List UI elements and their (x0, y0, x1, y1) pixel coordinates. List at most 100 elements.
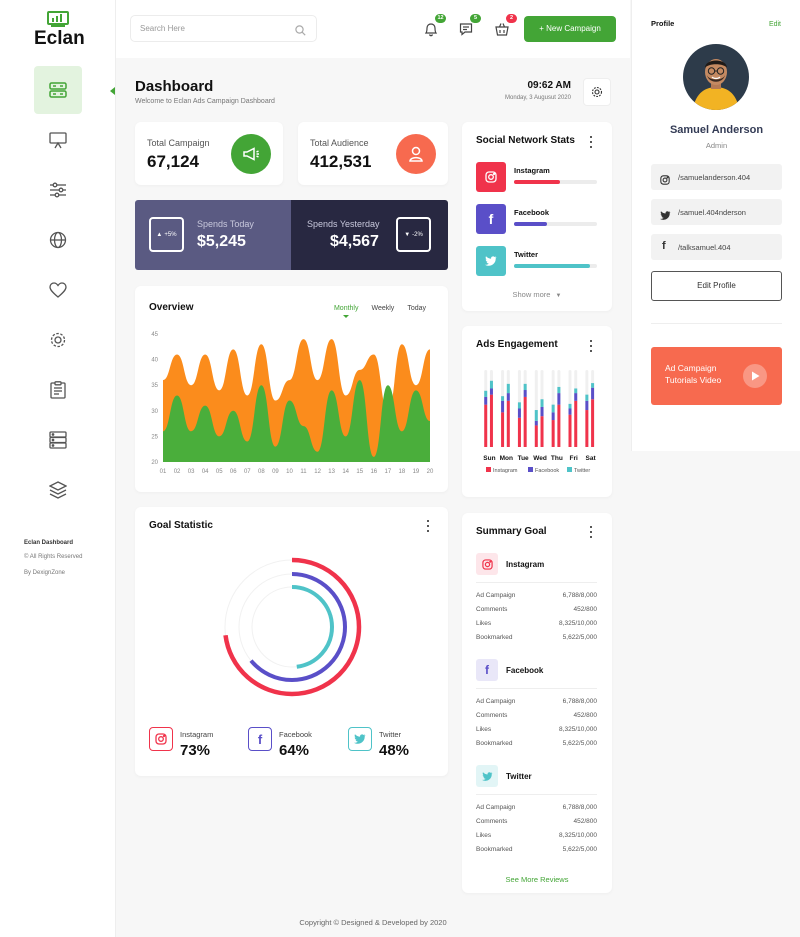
sidebar-item-layers[interactable] (34, 466, 82, 514)
bar-segment-instagram (551, 420, 555, 447)
stat-value: 67,124 (147, 152, 199, 171)
x-tick-label: 15 (356, 469, 363, 475)
facebook-icon: f (476, 204, 506, 234)
bar-segment-twitter (568, 403, 572, 409)
profile-heading: Profile (651, 19, 675, 28)
sidebar-item-database[interactable] (34, 416, 82, 464)
globe-icon (49, 231, 67, 249)
x-tick-label: 10 (286, 469, 293, 475)
legend-label: Facebook (535, 468, 559, 474)
more-options-icon[interactable] (588, 340, 594, 352)
instagram-link[interactable]: /samuelanderson.404 (651, 164, 782, 190)
x-tick-label: 20 (427, 469, 434, 475)
total-audience-card: Total Audience 412,531 (298, 122, 448, 185)
summary-value: 5,622/5,000 (562, 634, 597, 641)
sidebar-item-presentation[interactable] (34, 116, 82, 164)
sidebar-item-heart[interactable] (34, 266, 82, 314)
tab-monthly[interactable]: Monthly (333, 305, 359, 318)
edit-link[interactable]: Edit (768, 21, 781, 28)
x-tick-label: 06 (230, 469, 237, 475)
stat-value: 412,531 (310, 152, 372, 171)
legend-swatch (528, 467, 533, 472)
more-options-icon[interactable] (588, 526, 594, 538)
bar-segment-facebook (489, 388, 493, 395)
x-tick-label: 07 (244, 469, 251, 475)
summary-row: Comments 452/800 (476, 818, 597, 828)
progress-fill (514, 222, 548, 226)
twitter-icon (476, 765, 498, 787)
sidebar-item-clipboard[interactable] (34, 366, 82, 414)
facebook-link[interactable]: f /talksamuel.404 (651, 234, 782, 260)
bar-segment-facebook (557, 393, 561, 405)
messages-badge: 5 (470, 14, 481, 23)
summary-value: 6,788/8,000 (562, 804, 597, 811)
ads-engagement-chart: Sun Mon Tue Wed Thu Fri Sat Instagram Facebook Tw… (483, 370, 596, 474)
bar-segment-twitter (484, 390, 488, 397)
summary-value: 452/800 (573, 818, 598, 825)
bar-segment-instagram (517, 417, 521, 447)
settings-button[interactable] (583, 78, 611, 106)
current-time: 09:62 AM (527, 80, 571, 91)
goal-title: Goal Statistic (149, 520, 213, 531)
notification-button[interactable]: 12 (422, 14, 446, 38)
change-value: -2% (412, 231, 423, 238)
search-icon[interactable] (295, 23, 306, 41)
footer-rights: © All Rights Reserved (24, 554, 83, 560)
progress-fill (514, 264, 591, 268)
sidebar-item-gear[interactable] (34, 316, 82, 364)
summary-goal-card: Summary Goal Instagram Ad Campaign 6,788/… (462, 513, 612, 893)
goal-value: 64% (279, 742, 310, 759)
bar-segment-facebook (484, 396, 488, 405)
x-tick-label: 01 (160, 469, 167, 475)
see-more-reviews-link[interactable]: See More Reviews (505, 875, 569, 884)
bar-segment-facebook (517, 408, 521, 418)
bar-segment-twitter (591, 383, 595, 388)
search-input[interactable] (140, 24, 290, 33)
bar-segment-twitter (534, 410, 538, 421)
cart-button[interactable]: 2 (493, 14, 517, 38)
facebook-icon: f (662, 240, 666, 252)
summary-key: Likes (476, 832, 492, 839)
sliders-icon (50, 182, 66, 198)
play-icon[interactable] (743, 364, 767, 388)
legend-swatch (486, 467, 491, 472)
page-subtitle: Welcome to Eclan Ads Campaign Dashboard (135, 98, 275, 105)
database-icon (49, 431, 67, 449)
show-more-link[interactable]: Show more ▼ (462, 290, 612, 299)
new-campaign-button[interactable]: + New Campaign (524, 16, 616, 42)
edit-profile-button[interactable]: Edit Profile (651, 271, 782, 301)
search-box (130, 15, 317, 42)
social-name: Facebook (514, 208, 550, 217)
profile-role: Admin (705, 141, 728, 150)
social-name: Instagram (514, 166, 550, 175)
more-options-icon[interactable] (425, 520, 431, 532)
messages-button[interactable]: 5 (457, 14, 481, 38)
facebook-icon: f (476, 659, 498, 681)
progress-fill (514, 180, 560, 184)
summary-group-instagram: Instagram (476, 553, 597, 583)
bar-segment-facebook (585, 400, 589, 411)
instagram-icon (476, 553, 498, 575)
more-options-icon[interactable] (588, 136, 594, 148)
bar-segment-twitter (517, 402, 521, 409)
instagram-icon (660, 172, 670, 190)
sidebar-item-globe[interactable] (34, 216, 82, 264)
sidebar-item-dashboard[interactable] (34, 66, 82, 114)
tab-weekly[interactable]: Weekly (371, 305, 395, 312)
x-tick-label: Mon (500, 455, 513, 462)
brand-logo[interactable]: Eclan (34, 11, 85, 50)
goal-value: 73% (180, 742, 211, 759)
sidebar-item-sliders[interactable] (34, 166, 82, 214)
summary-key: Ad Campaign (476, 804, 516, 811)
goal-name: Instagram (180, 730, 214, 739)
twitter-link[interactable]: /samuel.404nderson (651, 199, 782, 225)
summary-goal-title: Summary Goal (476, 526, 547, 537)
bar-segment-instagram (489, 394, 493, 447)
summary-row: Bookmarked 5,622/5,000 (476, 740, 597, 750)
bar-segment-facebook (534, 420, 538, 426)
bar-segment-instagram (585, 410, 589, 447)
tutorial-video-banner[interactable]: Ad Campaign Tutorials Video (651, 347, 782, 405)
profile-name: Samuel Anderson (669, 124, 764, 136)
goal-name: Facebook (279, 730, 312, 739)
tab-today[interactable]: Today (407, 305, 426, 312)
